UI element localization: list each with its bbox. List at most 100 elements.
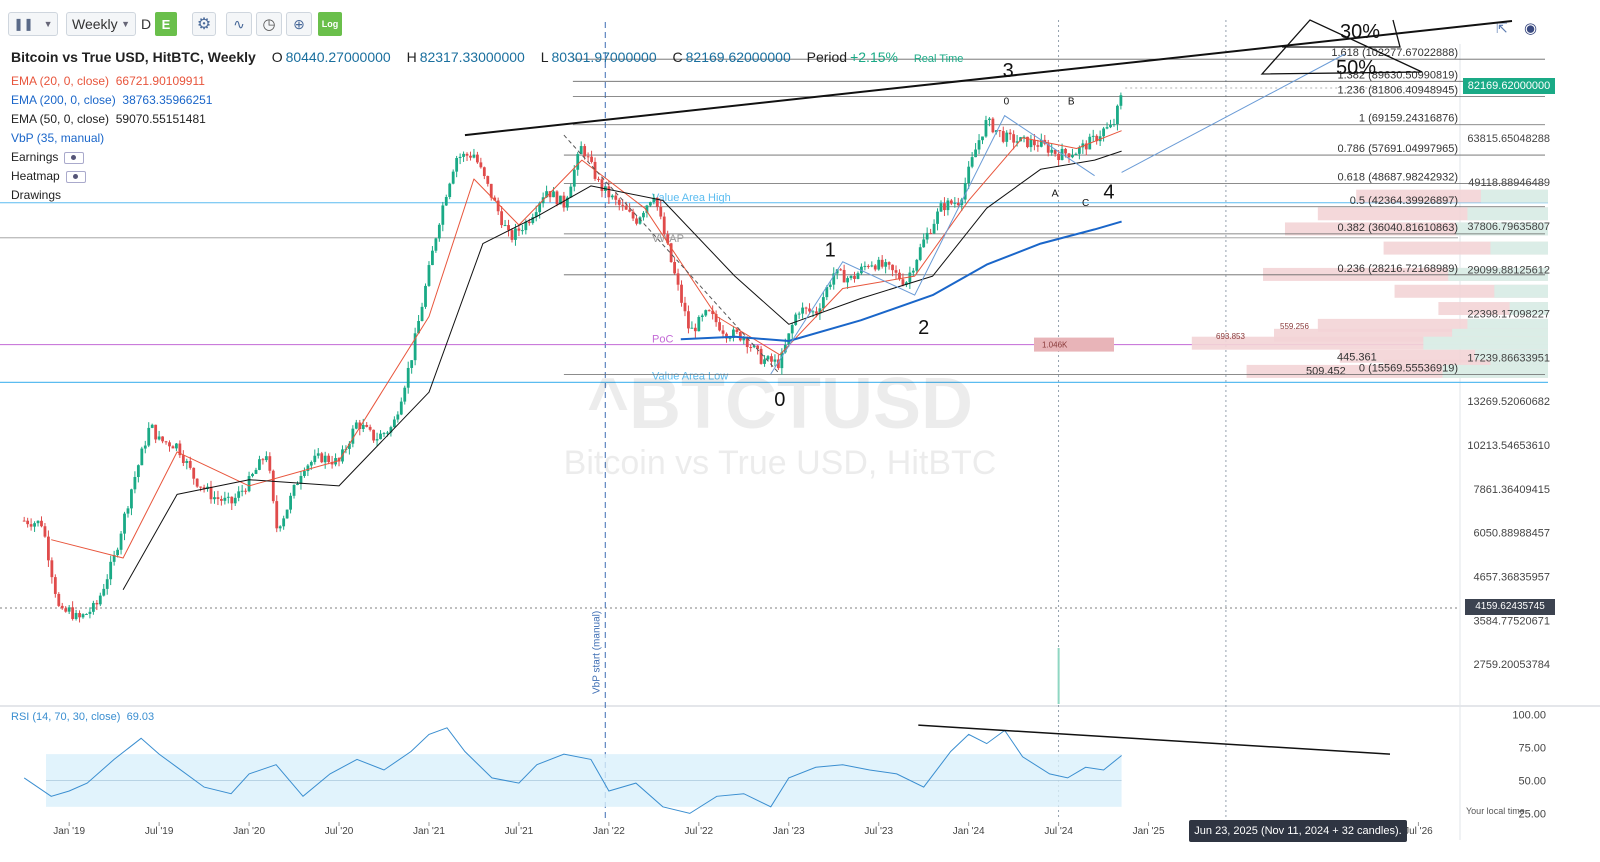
time-tick-label: Jul '21 <box>505 826 534 837</box>
rsi-pane: 100.00 75.00 50.00 25.00 <box>23 710 1546 820</box>
ema200-row[interactable]: EMA (200, 0, close) 38763.35966251 <box>11 91 963 110</box>
vbp-row-bar-up <box>1475 349 1548 363</box>
vbp-label: VbP (35, manual) <box>11 131 105 145</box>
candle-body <box>662 216 666 235</box>
gear-icon: ⚙ <box>196 16 212 33</box>
candle-body <box>884 262 888 267</box>
candle-body <box>1022 136 1026 138</box>
eye-icon[interactable] <box>65 170 86 183</box>
candle-body <box>427 265 431 286</box>
candle-body <box>136 465 140 478</box>
candle-body <box>1119 95 1123 106</box>
daily-toggle[interactable]: D <box>141 16 152 32</box>
period-value: +2.15% <box>850 49 898 65</box>
candle-body <box>493 197 497 201</box>
candle-body <box>233 497 237 504</box>
candle-body <box>576 154 580 170</box>
time-tick-label: Jul '23 <box>864 826 893 837</box>
candle-body <box>915 259 919 271</box>
replay-button[interactable]: ◷ <box>256 12 282 36</box>
candle-body <box>828 284 832 287</box>
candle-body <box>33 523 36 527</box>
candle-body <box>687 311 690 329</box>
settings-button[interactable]: ⚙ <box>192 12 216 36</box>
value-area-low-label: Value Area Low <box>652 370 728 382</box>
candle-body <box>406 367 410 388</box>
extended-hours-toggle[interactable]: E <box>155 12 177 36</box>
rsi-tick-label: 75.00 <box>1518 743 1546 755</box>
vbp-volume-label: 693.853 <box>1216 332 1245 341</box>
candle-body <box>1109 124 1112 128</box>
rsi-legend[interactable]: RSI (14, 70, 30, close) 69.03 <box>11 711 154 723</box>
wave-sublabel: C <box>1082 198 1089 209</box>
price-tick-label: 29099.88125612 <box>1467 265 1550 277</box>
candle-body <box>36 520 40 524</box>
close-key: C <box>672 49 683 65</box>
candle-body <box>1064 148 1067 154</box>
ema20-value: 66721.90109911 <box>115 74 205 88</box>
candle-body <box>849 275 853 279</box>
candle-body <box>261 459 265 461</box>
vbp-row[interactable]: VbP (35, manual) <box>11 129 963 148</box>
vbp-start-label: VbP start (manual) <box>591 611 602 694</box>
candle-body <box>984 120 988 137</box>
time-tick-label: Jan '22 <box>593 826 625 837</box>
vbp-row-bar-up <box>1455 222 1548 236</box>
candle-body <box>154 424 158 440</box>
candle-body <box>330 461 334 465</box>
candle-body <box>358 422 362 430</box>
interval-select[interactable]: Weekly ▼ <box>66 12 136 36</box>
candle-body <box>1029 139 1033 148</box>
candle-body <box>285 509 289 519</box>
indicators-button[interactable]: ∿ <box>226 12 252 36</box>
earnings-row[interactable]: Earnings <box>11 148 963 167</box>
price-tick-label: 6050.88988457 <box>1474 528 1550 540</box>
candle-body <box>164 441 168 443</box>
candle-body <box>216 497 220 499</box>
candle-body <box>794 314 798 325</box>
candle-body <box>1012 134 1016 143</box>
candle-body <box>555 191 559 205</box>
fib-level-label: 1.236 (81806.40948945) <box>1338 85 1459 97</box>
chart-type-button[interactable]: ❚❚ ▼ <box>8 12 58 36</box>
chart-toolbar: ❚❚ ▼ Weekly ▼ D E ⚙ ∿ ◷ ⊕ Log ⇱ ◉ <box>0 0 1600 44</box>
ema20-row[interactable]: EMA (20, 0, close) 66721.90109911 <box>11 72 963 91</box>
fullscreen-icon[interactable]: ⇱ <box>1496 20 1508 36</box>
candle-body <box>382 433 386 435</box>
candle-body <box>1077 147 1081 154</box>
heatmap-row[interactable]: Heatmap <box>11 167 963 186</box>
candle-body <box>424 285 427 307</box>
candle-body <box>590 156 593 162</box>
candle-body <box>628 209 632 212</box>
vbp-row-bar-up <box>1442 364 1548 378</box>
price-tick-label: 13269.52060682 <box>1467 396 1550 408</box>
candle-body <box>503 225 507 227</box>
candle-body <box>586 156 590 158</box>
eye-icon[interactable] <box>64 151 85 164</box>
drawings-label: Drawings <box>11 188 62 202</box>
camera-icon[interactable]: ◉ <box>1524 20 1538 37</box>
candle-body <box>254 469 258 474</box>
candle-body <box>991 118 995 133</box>
drawings-row[interactable]: Drawings <box>11 186 963 205</box>
candle-body <box>832 273 836 285</box>
candle-body <box>721 330 725 334</box>
fib-level-label: 0.618 (48687.98242932) <box>1338 171 1459 183</box>
ema50-row[interactable]: EMA (50, 0, close) 59070.55151481 <box>11 110 963 129</box>
candle-body <box>251 473 254 477</box>
wave-label: 1 <box>825 239 836 261</box>
candle-body <box>1095 135 1099 142</box>
vbp-volume-label: 445.361 <box>1337 352 1377 364</box>
candle-body <box>891 264 894 271</box>
rsi-line <box>23 727 1122 814</box>
compare-button[interactable]: ⊕ <box>286 12 312 36</box>
log-scale-toggle[interactable]: Log <box>318 12 342 36</box>
candle-body <box>399 401 403 415</box>
candle-body <box>500 211 504 226</box>
price-tick-label: 63815.65048288 <box>1467 133 1550 145</box>
candle-body <box>673 262 677 274</box>
candle-body <box>50 560 54 578</box>
candle-body <box>67 607 71 612</box>
candle-body <box>645 205 649 213</box>
